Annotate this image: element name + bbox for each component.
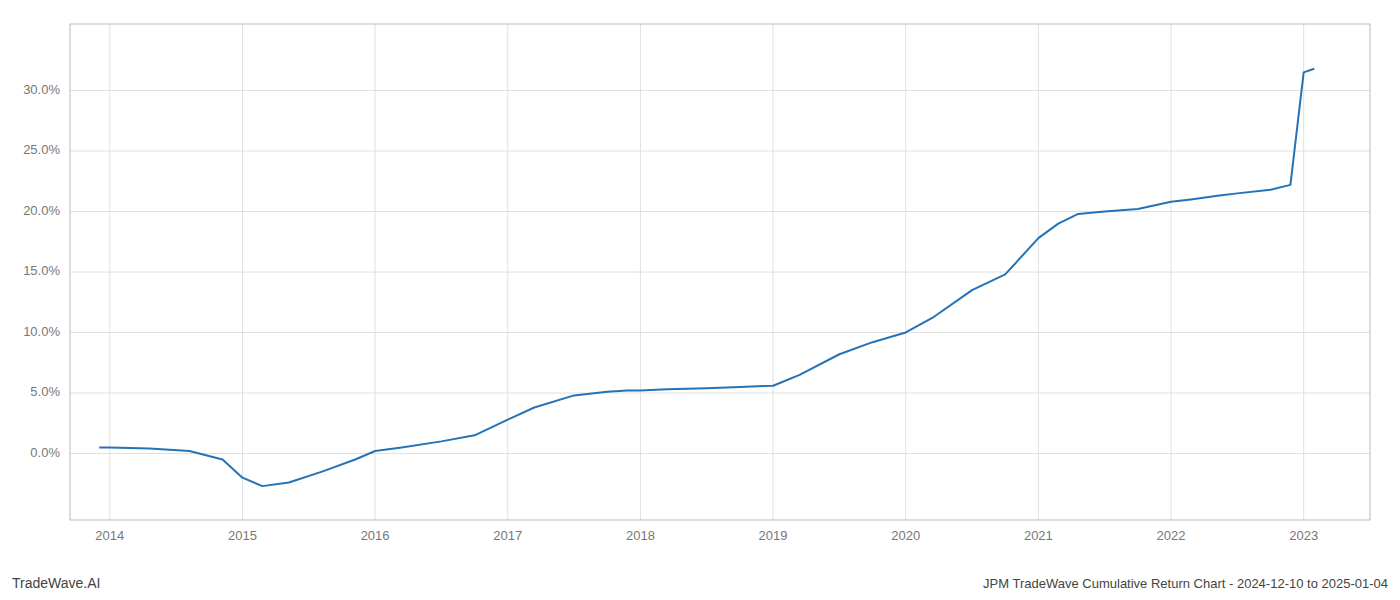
x-grid-line <box>1171 24 1172 520</box>
x-grid-line <box>773 24 774 520</box>
x-tick-label: 2017 <box>493 528 522 543</box>
y-tick-label: 10.0% <box>23 324 60 339</box>
x-tick-label: 2021 <box>1024 528 1053 543</box>
x-grid-line <box>375 24 376 520</box>
series-group <box>99 69 1314 486</box>
x-tick-label: 2022 <box>1157 528 1186 543</box>
x-tick-label: 2016 <box>361 528 390 543</box>
x-tick-label: 2014 <box>95 528 124 543</box>
x-grid-line <box>1038 24 1039 520</box>
y-tick-label: 30.0% <box>23 82 60 97</box>
x-tick-label: 2020 <box>891 528 920 543</box>
x-grid-line <box>507 24 508 520</box>
y-grid-line <box>70 392 1370 393</box>
y-tick-label: 15.0% <box>23 263 60 278</box>
y-tick-label: 0.0% <box>30 445 60 460</box>
x-grid-line <box>1303 24 1304 520</box>
background <box>0 0 1400 600</box>
y-grid-line <box>70 90 1370 91</box>
x-grid-line <box>109 24 110 520</box>
y-grid-line <box>70 332 1370 333</box>
x-tick-label: 2018 <box>626 528 655 543</box>
grid <box>70 24 1370 520</box>
watermark: TradeWave.AI <box>12 575 100 591</box>
line <box>99 69 1314 486</box>
x-grid-line <box>640 24 641 520</box>
y-tick-label: 20.0% <box>23 203 60 218</box>
y-grid-line <box>70 211 1370 212</box>
y-grid-line <box>70 272 1370 273</box>
y-grid-line <box>70 151 1370 152</box>
title: JPM TradeWave Cumulative Return Chart - … <box>983 576 1388 591</box>
y-tick-label: 25.0% <box>23 142 60 157</box>
x-grid-line <box>905 24 906 520</box>
x-grid-line <box>242 24 243 520</box>
y-tick-label: 5.0% <box>30 384 60 399</box>
y-grid-line <box>70 453 1370 454</box>
tick-labels: 0.0% 5.0% 10.0% 15.0% 20.0% 25.0% 30.0% 2014 201… <box>23 82 1318 543</box>
x-tick-label: 2023 <box>1289 528 1318 543</box>
x-tick-label: 2019 <box>759 528 788 543</box>
x-tick-label: 2015 <box>228 528 257 543</box>
chart: 0.0% 5.0% 10.0% 15.0% 20.0% 25.0% 30.0% 2014 201… <box>0 0 1400 600</box>
plot-frame <box>70 24 1370 520</box>
